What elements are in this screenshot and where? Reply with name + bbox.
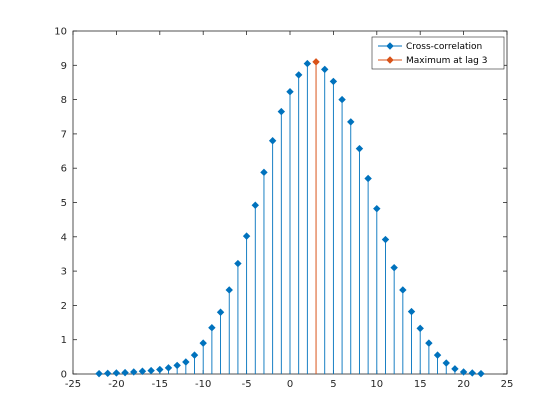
stem-marker bbox=[251, 201, 259, 209]
y-tick-label: 7 bbox=[61, 129, 67, 140]
y-tick-label: 8 bbox=[61, 95, 67, 106]
stem-marker bbox=[173, 361, 181, 370]
y-tick-label: 2 bbox=[61, 301, 67, 312]
stem-marker bbox=[95, 369, 103, 378]
x-tick-label: -5 bbox=[242, 379, 252, 390]
legend-label: Maximum at lag 3 bbox=[406, 56, 487, 66]
stem-marker bbox=[268, 137, 277, 145]
stem-marker bbox=[138, 367, 147, 375]
stem-marker bbox=[130, 368, 138, 376]
stem-marker bbox=[355, 144, 364, 153]
stem-marker bbox=[104, 369, 112, 378]
legend-label: Cross-correlation bbox=[406, 42, 482, 52]
stem-marker bbox=[477, 369, 485, 378]
stem-marker bbox=[390, 263, 398, 272]
stem-marker bbox=[164, 364, 173, 372]
stem-marker bbox=[156, 365, 164, 374]
stem-marker bbox=[208, 323, 216, 332]
stem-marker bbox=[425, 339, 433, 347]
stem-marker bbox=[190, 351, 199, 359]
legend: Cross-correlation Maximum at lag 3 bbox=[371, 36, 505, 70]
y-tick-label: 10 bbox=[54, 27, 67, 38]
stems bbox=[98, 61, 482, 374]
stem-marker bbox=[286, 88, 294, 96]
stem-marker bbox=[147, 366, 155, 375]
stem-marker bbox=[182, 358, 190, 366]
stem-marker bbox=[364, 174, 372, 183]
stem-marker bbox=[407, 307, 416, 316]
x-tick-label: 5 bbox=[330, 379, 336, 390]
stem-marker bbox=[442, 359, 450, 367]
stem-marker bbox=[260, 168, 268, 177]
stem-marker bbox=[416, 324, 424, 333]
y-tick-label: 4 bbox=[61, 232, 67, 243]
stem-marker bbox=[399, 286, 407, 294]
stem-marker bbox=[329, 77, 338, 86]
stem-marker bbox=[451, 365, 459, 373]
x-tick-label: -15 bbox=[152, 379, 168, 390]
stem-marker bbox=[338, 95, 346, 104]
stem-marker bbox=[433, 351, 442, 359]
x-tick-label: -10 bbox=[195, 379, 211, 390]
y-tick-label: 1 bbox=[61, 335, 67, 346]
x-tick-label: 20 bbox=[457, 379, 470, 390]
stem-marker bbox=[468, 369, 476, 377]
stem-marker bbox=[303, 59, 312, 68]
y-tick-label: 5 bbox=[61, 198, 67, 209]
y-tick-label: 3 bbox=[61, 267, 67, 278]
stem-marker bbox=[321, 65, 329, 74]
legend-marker bbox=[386, 42, 394, 50]
stem-marker bbox=[347, 118, 355, 126]
legend-box bbox=[371, 36, 505, 70]
stem-marker bbox=[216, 308, 225, 316]
stem-marker bbox=[112, 369, 121, 377]
stem-marker bbox=[381, 235, 390, 244]
legend-marker bbox=[386, 56, 394, 64]
y-tick-label: 0 bbox=[61, 370, 67, 381]
stem-marker bbox=[121, 368, 129, 377]
stem-marker bbox=[373, 204, 381, 213]
x-tick-label: -20 bbox=[108, 379, 124, 390]
x-tick-label: 25 bbox=[501, 379, 514, 390]
x-tick-label: 10 bbox=[370, 379, 383, 390]
stem-marker bbox=[294, 71, 303, 79]
x-tick-label: -25 bbox=[65, 379, 81, 390]
stem-marker bbox=[277, 107, 286, 116]
stem-marker bbox=[234, 259, 242, 268]
x-tick-label: 0 bbox=[287, 379, 293, 390]
x-tick-label: 15 bbox=[414, 379, 427, 390]
y-tick-label: 6 bbox=[61, 164, 67, 175]
y-tick-label: 9 bbox=[61, 61, 67, 72]
peak-marker bbox=[312, 58, 320, 66]
stem-marker bbox=[242, 232, 251, 240]
axes: -25 -20 -15 -10 -5 0 5 10 15 20 25 0 1 2 3 4 5 6 7 8 9 10 bbox=[54, 27, 513, 391]
stem-marker bbox=[225, 286, 233, 294]
stem-marker bbox=[199, 339, 207, 347]
stem-marker bbox=[459, 368, 468, 376]
markers bbox=[95, 58, 485, 378]
